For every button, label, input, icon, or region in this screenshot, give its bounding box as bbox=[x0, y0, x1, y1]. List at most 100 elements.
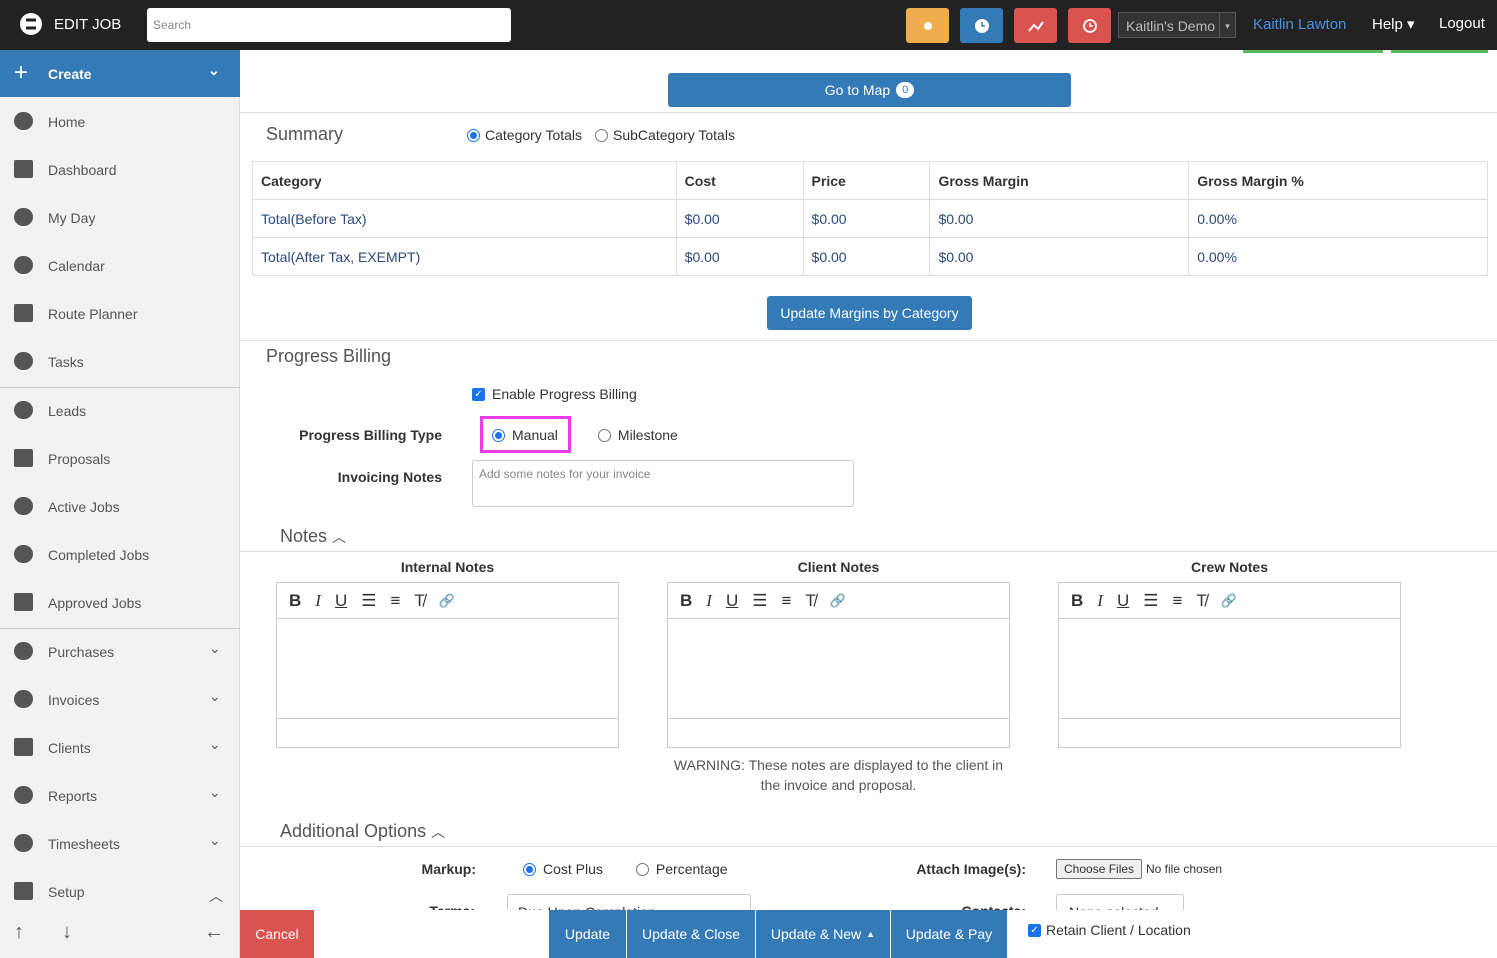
sidebar-label: Reports bbox=[48, 788, 98, 804]
toolbar-button[interactable]: B bbox=[680, 590, 693, 610]
help-menu[interactable]: Help ▾ bbox=[1372, 16, 1415, 33]
section-title[interactable]: Notes ︿ bbox=[280, 526, 346, 547]
highlight-box bbox=[480, 416, 571, 453]
sidebar-label: Route Planner bbox=[48, 306, 138, 322]
radio[interactable] bbox=[523, 862, 536, 876]
checkbox[interactable]: ✓ bbox=[1028, 923, 1041, 937]
update-pay-button[interactable]: Update & Pay bbox=[891, 910, 1007, 958]
toolbar-button[interactable]: ≡ bbox=[1172, 590, 1183, 610]
sidebar-item[interactable]: Route Planner bbox=[0, 302, 240, 326]
chevron: ︿ bbox=[332, 529, 347, 545]
toolbar-button[interactable]: U bbox=[334, 590, 348, 610]
table-row: Total(Before Tax) $0.00 $0.00 $0.00 0.00% bbox=[252, 199, 1488, 238]
sidebar-item[interactable]: Calendar bbox=[0, 254, 240, 278]
radio[interactable] bbox=[595, 128, 609, 142]
account-select[interactable]: Kaitlin's Demo ▾ bbox=[1118, 12, 1236, 38]
checkbox-label: Enable Progress Billing bbox=[492, 386, 637, 402]
update-close-button[interactable]: Update & Close bbox=[627, 910, 755, 958]
clock-button[interactable] bbox=[960, 8, 1003, 43]
sidebar-item[interactable]: Home bbox=[0, 110, 240, 134]
sidebar-divider bbox=[0, 628, 240, 629]
radio[interactable] bbox=[492, 428, 505, 442]
sidebar-label: Home bbox=[48, 114, 86, 130]
column-header: Gross Margin % bbox=[1188, 161, 1488, 200]
toolbar-button[interactable]: 🔗 bbox=[1220, 592, 1237, 608]
chevron: ⌄ bbox=[209, 784, 221, 800]
toolbar-button[interactable]: ≡ bbox=[781, 590, 792, 610]
radio[interactable] bbox=[467, 128, 480, 142]
sidebar-icon bbox=[14, 834, 33, 852]
rich-text-editor[interactable]: B I U ☰ ≡ T̸ 🔗 bbox=[276, 582, 619, 748]
rich-text-editor[interactable]: B I U ☰ ≡ T̸ 🔗 bbox=[1058, 582, 1401, 748]
toolbar-button[interactable]: ☰ bbox=[1143, 590, 1159, 610]
sidebar-icon bbox=[14, 256, 33, 274]
toolbar-button[interactable]: U bbox=[725, 590, 739, 610]
sidebar-item[interactable]: Tasks bbox=[0, 350, 240, 374]
toolbar-button[interactable]: U bbox=[1116, 590, 1130, 610]
toolbar-button[interactable]: T̸ bbox=[414, 590, 425, 610]
update-margins-button[interactable]: Update Margins by Category bbox=[767, 296, 972, 330]
radio[interactable] bbox=[635, 862, 649, 876]
toolbar-button[interactable]: 🔗 bbox=[438, 592, 455, 608]
sidebar-item[interactable]: Invoices ⌄ bbox=[0, 688, 240, 712]
sidebar-item[interactable]: Setup ︿ bbox=[0, 880, 240, 904]
sidebar-item[interactable]: Completed Jobs bbox=[0, 543, 240, 567]
sidebar-item[interactable]: Purchases ⌄ bbox=[0, 640, 240, 664]
toolbar-button[interactable]: 🔗 bbox=[829, 592, 846, 608]
sidebar-item[interactable]: Proposals bbox=[0, 447, 240, 471]
checkbox[interactable]: ✓ bbox=[472, 387, 485, 401]
history-button[interactable] bbox=[1068, 8, 1111, 43]
table-cell: 0.00% bbox=[1188, 199, 1488, 238]
sidebar-item[interactable]: Approved Jobs bbox=[0, 591, 240, 615]
column-header: Category bbox=[252, 161, 677, 200]
update-button[interactable]: Update bbox=[549, 910, 626, 958]
editor-title: Client Notes bbox=[797, 559, 880, 575]
radio[interactable] bbox=[597, 428, 611, 442]
toolbar-button[interactable]: B bbox=[289, 590, 302, 610]
down-arrow[interactable]: ↓ bbox=[62, 921, 72, 943]
toolbar-button[interactable]: ☰ bbox=[361, 590, 377, 610]
toolbar-button[interactable]: T̸ bbox=[805, 590, 816, 610]
collapse-arrow[interactable]: ← bbox=[204, 921, 224, 943]
search[interactable]: Search bbox=[147, 8, 511, 42]
user-name[interactable]: Kaitlin Lawton bbox=[1253, 16, 1347, 33]
sidebar-item[interactable]: Leads bbox=[0, 399, 240, 423]
toolbar-button[interactable]: I bbox=[706, 590, 712, 610]
field-label: Markup: bbox=[421, 861, 476, 877]
table-cell: $0.00 bbox=[929, 199, 1190, 238]
toolbar-button[interactable]: ≡ bbox=[390, 590, 401, 610]
sidebar-icon bbox=[14, 690, 33, 708]
invoicing-notes-input[interactable]: Add some notes for your invoice bbox=[472, 460, 854, 507]
toolbar-button[interactable]: B bbox=[1071, 590, 1084, 610]
sidebar-item[interactable]: Timesheets ⌄ bbox=[0, 832, 240, 856]
sidebar-item[interactable]: My Day bbox=[0, 206, 240, 230]
title: Additional Options bbox=[280, 821, 427, 841]
editor-title: Internal Notes bbox=[400, 559, 495, 575]
update-new-button[interactable]: Update & New ▲ bbox=[756, 910, 890, 958]
section-title[interactable]: Additional Options ︿ bbox=[280, 821, 445, 842]
choose-files-button[interactable]: Choose Files bbox=[1056, 859, 1143, 879]
checkbox-label: Retain Client / Location bbox=[1046, 922, 1191, 938]
logout[interactable]: Logout bbox=[1439, 15, 1485, 32]
icon bbox=[1027, 20, 1044, 32]
chart-button[interactable] bbox=[1014, 8, 1057, 43]
sidebar-item[interactable]: Clients ⌄ bbox=[0, 736, 240, 760]
sun-button[interactable] bbox=[906, 8, 949, 43]
toolbar-button[interactable]: T̸ bbox=[1196, 590, 1207, 610]
cancel-button[interactable]: Cancel bbox=[240, 910, 314, 958]
sidebar-label: Tasks bbox=[48, 354, 84, 370]
sidebar-item[interactable]: Dashboard bbox=[0, 158, 240, 182]
go-to-map-button[interactable]: Go to Map 0 bbox=[668, 73, 1071, 107]
chevron: ⌄ bbox=[209, 736, 221, 752]
toolbar-button[interactable]: I bbox=[1097, 590, 1103, 610]
sidebar-item[interactable]: Reports ⌄ bbox=[0, 784, 240, 808]
sidebar-label: Clients bbox=[48, 740, 91, 756]
create-menu[interactable]: + Create ⌄ bbox=[0, 50, 240, 97]
up-arrow[interactable]: ↑ bbox=[14, 921, 24, 943]
table-cell: Total(Before Tax) bbox=[252, 199, 677, 238]
table-header: Category Cost Price Gross Margin Gross Margi… bbox=[252, 161, 1488, 200]
rich-text-editor[interactable]: B I U ☰ ≡ T̸ 🔗 bbox=[667, 582, 1010, 748]
sidebar-item[interactable]: Active Jobs bbox=[0, 495, 240, 519]
toolbar-button[interactable]: I bbox=[315, 590, 321, 610]
toolbar-button[interactable]: ☰ bbox=[752, 590, 768, 610]
